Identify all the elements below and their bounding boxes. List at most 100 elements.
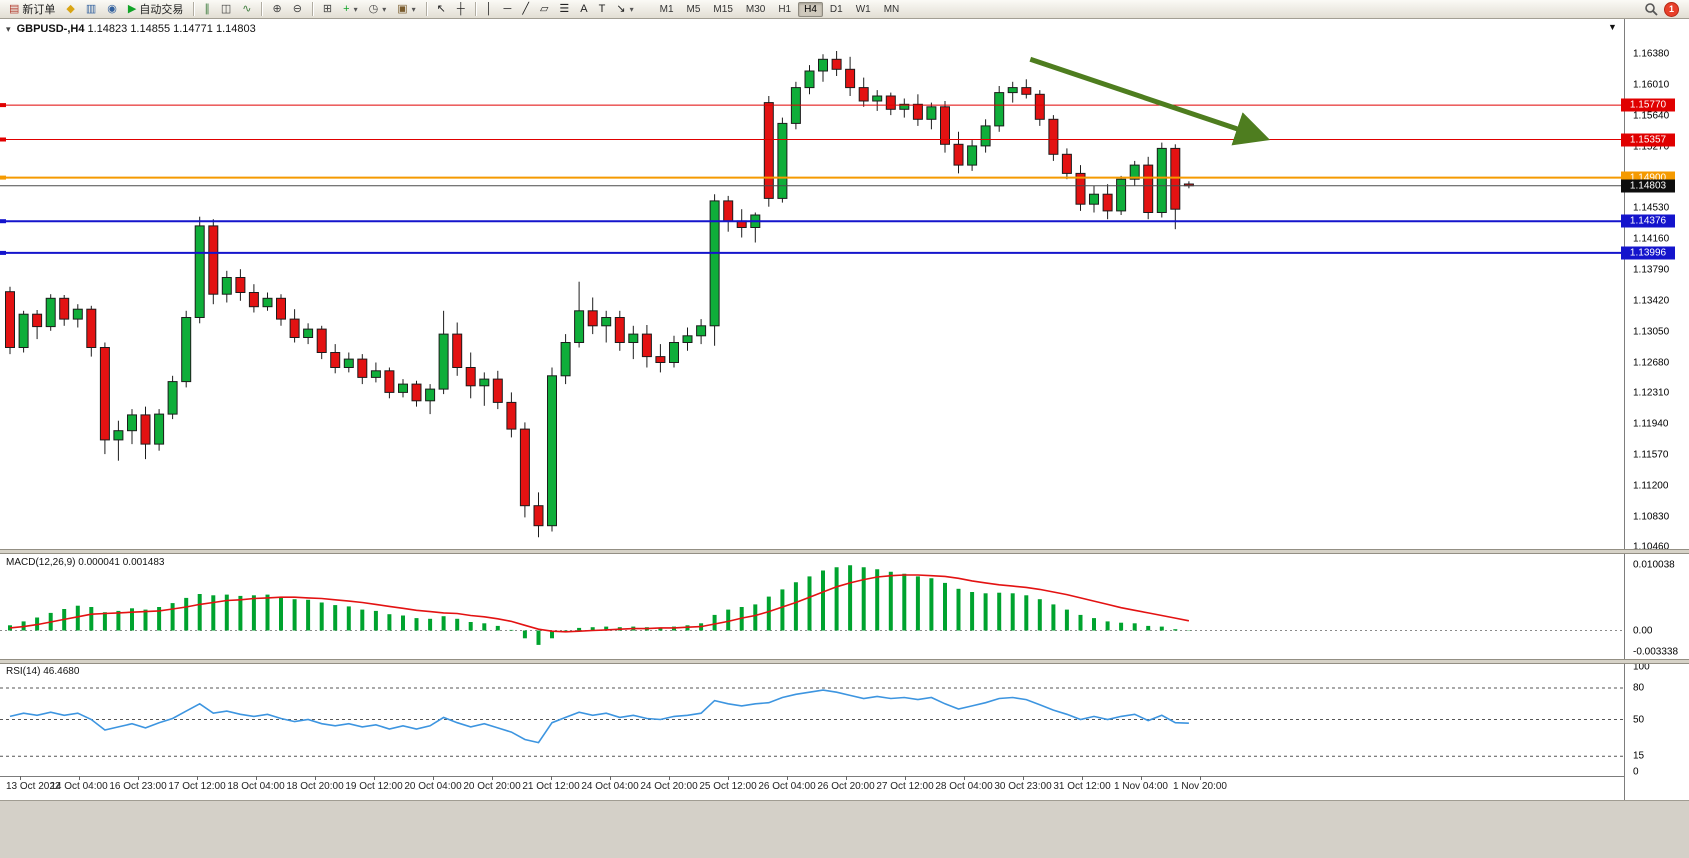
trend-arrow[interactable] (1029, 56, 1271, 146)
timeframe-d1[interactable]: D1 (829, 3, 843, 15)
community-button[interactable]: ◉ (102, 0, 122, 19)
time-axis-label: 27 Oct 12:00 (876, 781, 934, 792)
price-scale-tick: 1.15640 (1633, 110, 1670, 122)
periods-button[interactable]: ◷ ▾ (364, 0, 392, 19)
macd-indicator-chart[interactable] (0, 554, 1624, 659)
horizontal-line-button[interactable]: ─ (499, 0, 517, 19)
chart-title: ▾ GBPUSD-,H4 1.14823 1.14855 1.14771 1.1… (6, 23, 256, 35)
timeframe-m30[interactable]: M30 (745, 3, 766, 15)
text-button[interactable]: A (575, 0, 592, 19)
chart-bars-button[interactable]: ∥ (199, 0, 215, 19)
panel-splitter[interactable] (0, 659, 1689, 664)
timeframe-h4[interactable]: H4 (798, 1, 823, 17)
search-icon[interactable] (1644, 2, 1658, 16)
tile-windows-button[interactable]: ⊞ (318, 0, 337, 19)
equidistant-channel-icon: ▱ (539, 2, 549, 15)
toolbar-separator (425, 2, 427, 16)
toolbar-separator (474, 2, 476, 16)
price-scale-tick: 1.12680 (1633, 357, 1670, 368)
time-axis-tick (79, 776, 80, 780)
chart-bars-icon: ∥ (204, 2, 210, 15)
toolbar-buttons: ▤ 新订单 ◆ ▥ ◉ ▶ 自动交易 ∥ ◫ ∿ ⊕ ⊖ ⊞ + ▾ ◷ ▾ ▣ ▾ ↖ ┼ │ ─ ╱ ▱ ☰ A T ↘ ▾ (4, 0, 639, 19)
timeframe-mn[interactable]: MN (883, 3, 900, 15)
zoom-out-button[interactable]: ⊖ (288, 0, 307, 19)
rsi-label: RSI(14) 46.4680 (6, 666, 79, 677)
trendline-icon: ╱ (522, 2, 529, 15)
templates-button[interactable]: ▣ ▾ (392, 0, 420, 19)
timeframe-m5[interactable]: M5 (686, 3, 701, 15)
text-label-button[interactable]: T (594, 0, 611, 19)
dropdown-arrow-icon[interactable]: ▾ (411, 4, 416, 14)
time-axis-tick (905, 776, 906, 780)
price-scale-tick: 1.13420 (1633, 295, 1670, 307)
timeframe-w1[interactable]: W1 (855, 3, 871, 15)
timeframe-m15[interactable]: M15 (713, 3, 733, 15)
time-axis-tick (433, 776, 434, 780)
trendline-button[interactable]: ╱ (517, 0, 534, 19)
alerts-button[interactable]: ◆ (61, 0, 79, 19)
vertical-line-button[interactable]: │ (481, 0, 498, 19)
time-axis-label: 26 Oct 04:00 (758, 781, 816, 792)
timeframe-m1[interactable]: M1 (659, 3, 674, 15)
price-scale-tick: 1.16010 (1633, 79, 1670, 91)
panel-splitter[interactable] (0, 549, 1689, 554)
oneclick-collapse-icon[interactable]: ▾ (6, 24, 11, 34)
indicators-icon: + (343, 2, 350, 15)
macd-values: 0.000041 0.001483 (78, 557, 165, 568)
time-axis-label: 1 Nov 04:00 (1114, 781, 1168, 792)
time-axis-tick (728, 776, 729, 780)
price-scale-tick: 1.14530 (1633, 202, 1670, 214)
periods-icon: ◷ (368, 2, 379, 15)
new-order-label: 新订单 (22, 4, 56, 16)
price-scale-tick: -0.003338 (1633, 646, 1679, 658)
horizontal-line-icon: ─ (503, 2, 512, 15)
text-icon: A (580, 2, 588, 15)
horizontal-price-lines[interactable] (0, 103, 1624, 255)
toolbar-separator (193, 2, 195, 16)
auto-trading-button[interactable]: ▶ 自动交易 (123, 0, 188, 19)
time-axis-label: 21 Oct 12:00 (522, 781, 580, 792)
zoom-in-button[interactable]: ⊕ (267, 0, 286, 19)
price-scale-tick: 50 (1633, 714, 1645, 725)
text-label-icon: T (598, 2, 606, 15)
indicators-button[interactable]: + ▾ (338, 0, 362, 19)
dropdown-arrow-icon[interactable]: ▾ (629, 4, 634, 14)
notification-badge[interactable]: 1 (1664, 1, 1679, 17)
time-axis-label: 18 Oct 20:00 (286, 781, 344, 792)
time-axis-tick (669, 776, 670, 780)
dropdown-arrow-icon[interactable]: ▾ (353, 4, 358, 14)
time-axis[interactable]: 13 Oct 2022 14 Oct 04:00 16 Oct 23:00 17 Oc… (0, 776, 1624, 800)
timeframe-h1[interactable]: H1 (778, 3, 792, 15)
market-depth-button[interactable]: ▥ (81, 0, 101, 19)
price-scale[interactable]: 1.163801.160101.156401.152701.149001.145… (1621, 19, 1689, 800)
arrows-tool-button[interactable]: ↘ ▾ (611, 0, 638, 19)
zoom-out-icon: ⊖ (292, 2, 302, 15)
time-axis-tick (20, 776, 21, 780)
price-scale-tick: 15 (1633, 750, 1645, 762)
time-axis-label: 28 Oct 04:00 (935, 781, 993, 792)
time-axis-label: 19 Oct 12:00 (345, 781, 403, 792)
fibonacci-icon: ☰ (559, 2, 570, 15)
chart-line-button[interactable]: ∿ (237, 0, 256, 19)
main-price-chart[interactable] (0, 19, 1624, 552)
dropdown-arrow-icon[interactable]: ▾ (382, 4, 387, 14)
rsi-line (0, 687, 1624, 757)
time-axis-tick (374, 776, 375, 780)
time-axis-tick (610, 776, 611, 780)
equidistant-channel-button[interactable]: ▱ (535, 0, 553, 19)
toolbar-separator (311, 2, 313, 16)
rsi-indicator-chart[interactable] (0, 663, 1624, 776)
rsi-title: RSI(14) (6, 666, 41, 677)
chart-panel[interactable]: ▾ GBPUSD-,H4 1.14823 1.14855 1.14771 1.1… (0, 19, 1689, 800)
alerts-icon: ◆ (66, 2, 75, 15)
chart-candles-button[interactable]: ◫ (216, 0, 236, 19)
chart-shift-marker[interactable]: ▼ (1608, 22, 1617, 32)
toolbar-separator (261, 2, 263, 16)
crosshair-button[interactable]: ┼ (452, 0, 470, 19)
new-order-button[interactable]: ▤ 新订单 (4, 0, 60, 19)
fibonacci-button[interactable]: ☰ (554, 0, 574, 19)
cursor-button[interactable]: ↖ (432, 0, 451, 19)
time-axis-label: 24 Oct 04:00 (581, 781, 639, 792)
community-icon: ◉ (107, 2, 117, 15)
toolbar-right: 1 (1644, 1, 1685, 17)
